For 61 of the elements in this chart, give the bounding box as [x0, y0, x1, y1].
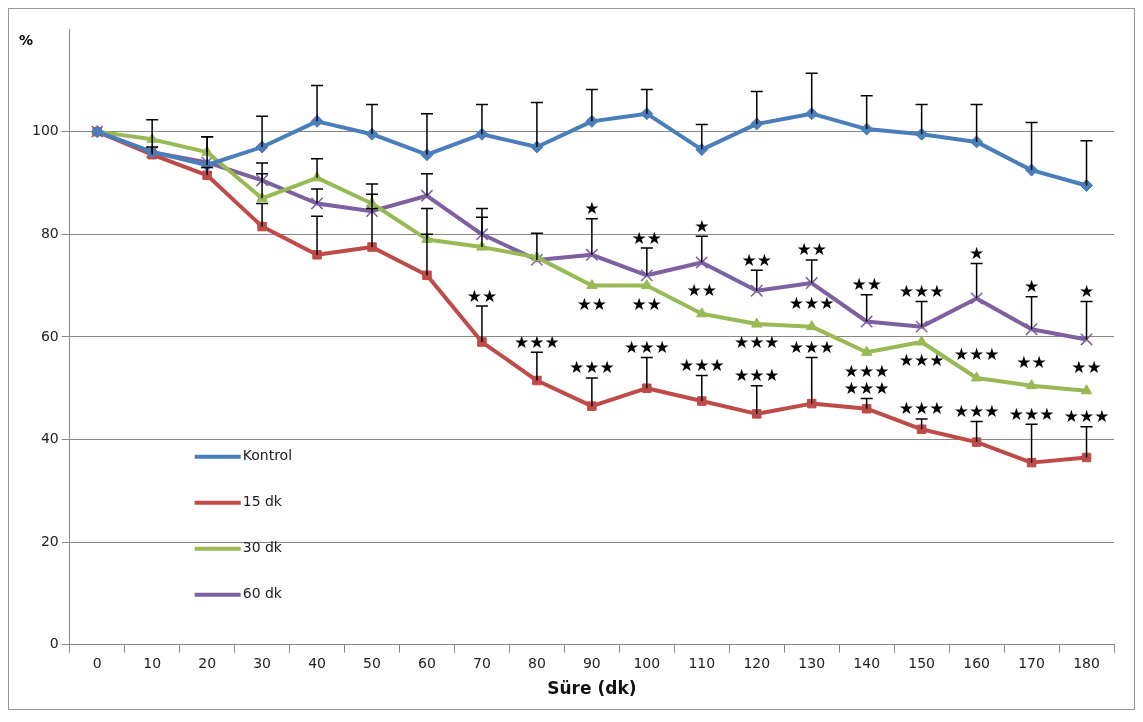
y-tick-label: 20 [40, 532, 59, 549]
annotation: ★★ [631, 227, 663, 248]
x-tick-label: 120 [743, 654, 771, 671]
y-axis-title: % [19, 31, 34, 48]
x-tick-label: 170 [1018, 654, 1045, 671]
x-tick-label: 130 [798, 654, 826, 671]
annotation: ★★ [1016, 352, 1047, 373]
annotation: ★ [694, 215, 710, 236]
y-tick-label: 80 [40, 224, 59, 241]
x-tick-label: 140 [853, 654, 881, 671]
annotation: ★★★ [788, 336, 835, 357]
x-tick-label: 60 [418, 654, 436, 671]
annotation: ★★ [576, 294, 608, 315]
annotation: ★★★ [1008, 403, 1055, 424]
annotation: ★★★ [1063, 406, 1110, 427]
x-tick-label: 150 [908, 654, 935, 671]
annotation: ★★★ [514, 331, 560, 352]
annotation: ★★★ [623, 336, 670, 357]
annotation: ★★★ [788, 293, 835, 314]
annotation: ★★★ [568, 357, 615, 378]
annotation: ★★ [1071, 357, 1102, 378]
x-tick-label: 110 [688, 654, 716, 671]
annotation: ★★★ [898, 280, 945, 301]
legend-label: 15 dk [242, 493, 283, 510]
y-tick-label: 0 [49, 635, 59, 652]
x-tick-label: 10 [143, 654, 162, 671]
x-tick-label: 0 [92, 654, 102, 671]
annotation: ★★★ [733, 332, 780, 353]
annotation: ★★★ [898, 350, 945, 371]
legend-label: 60 dk [242, 585, 283, 602]
annotation: ★★★ [898, 398, 945, 419]
annotation: ★★★ [953, 344, 1000, 365]
annotation: ★★★ [678, 354, 725, 375]
x-tick-label: 80 [527, 654, 546, 671]
annotation: ★ [1078, 280, 1095, 301]
x-tick-label: 90 [582, 654, 601, 671]
x-tick-label: 70 [473, 654, 491, 671]
x-tick-label: 40 [308, 654, 326, 671]
annotation: ★ [584, 198, 600, 219]
x-tick-label: 160 [963, 654, 990, 671]
x-tick-label: 50 [363, 654, 381, 671]
annotation: ★ [1023, 276, 1040, 297]
annotation: ★★ [796, 239, 827, 260]
annotation: ★★★ [733, 365, 780, 386]
x-tick-label: 20 [198, 654, 217, 671]
legend-label: 30 dk [242, 539, 283, 556]
y-tick-label: 60 [40, 327, 59, 344]
annotation: ★★ [631, 294, 663, 315]
x-axis-title: Süre (dk) [547, 678, 637, 699]
annotation: ★★ [851, 274, 882, 295]
x-tick-label: 180 [1073, 654, 1100, 671]
x-tick-label: 30 [253, 654, 271, 671]
annotation: ★ [968, 242, 985, 263]
y-tick-label: 40 [40, 430, 59, 447]
annotation: ★★ [741, 249, 772, 270]
y-tick-label: 100 [31, 122, 59, 139]
legend-label: Kontrol [242, 447, 293, 464]
annotation: ★★★ [953, 400, 1000, 421]
annotation: ★★ [466, 285, 498, 306]
annotation: ★★ [686, 280, 718, 301]
x-tick-label: 100 [633, 654, 661, 671]
